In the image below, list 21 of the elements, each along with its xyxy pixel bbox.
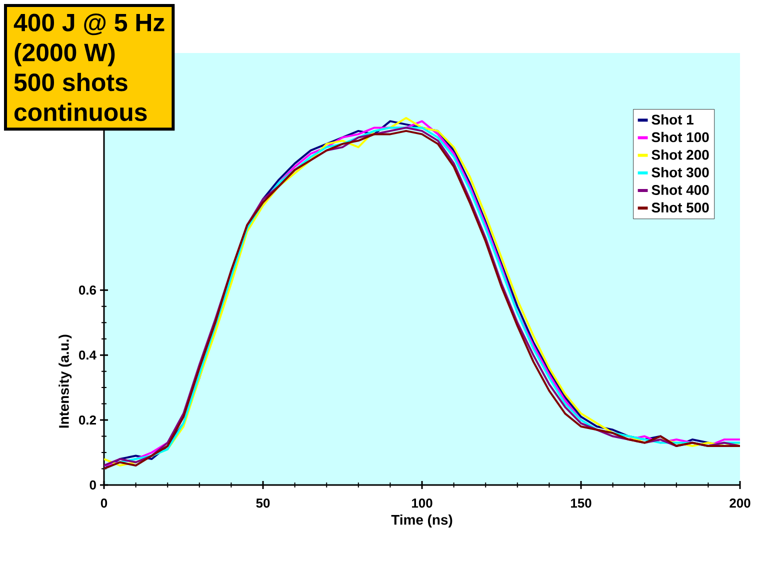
y-tick-label: 0.4	[78, 350, 96, 360]
annotation: continuous	[14, 102, 147, 122]
x-tick-label: 0	[100, 498, 108, 508]
annotation: 500 shots	[14, 72, 128, 92]
y-tick-label: 0.6	[78, 286, 96, 295]
legend-label: Shot 300	[652, 167, 709, 178]
annotation: (2000 W)	[14, 43, 115, 66]
legend-label: Shot 500	[652, 202, 709, 213]
legend-label: Shot 100	[652, 132, 709, 142]
y-tick-label: 0.2	[78, 415, 96, 425]
y-tick-label: 0	[90, 480, 96, 490]
x-tick-label: 100	[412, 498, 432, 508]
text: 400 J @ 5 Hz	[14, 13, 164, 36]
legend-label: Shot 400	[652, 184, 709, 195]
x-axis-title: Time (ns)	[391, 514, 452, 528]
y-axis-title: Intensity (a.u.)	[58, 334, 72, 428]
legend-label: Shot 200	[652, 150, 709, 160]
legend-label: Shot 1	[652, 114, 694, 125]
x-tick-label: 150	[571, 498, 592, 508]
x-tick-label: 50	[256, 498, 270, 508]
x-tick-label: 200	[730, 498, 750, 508]
